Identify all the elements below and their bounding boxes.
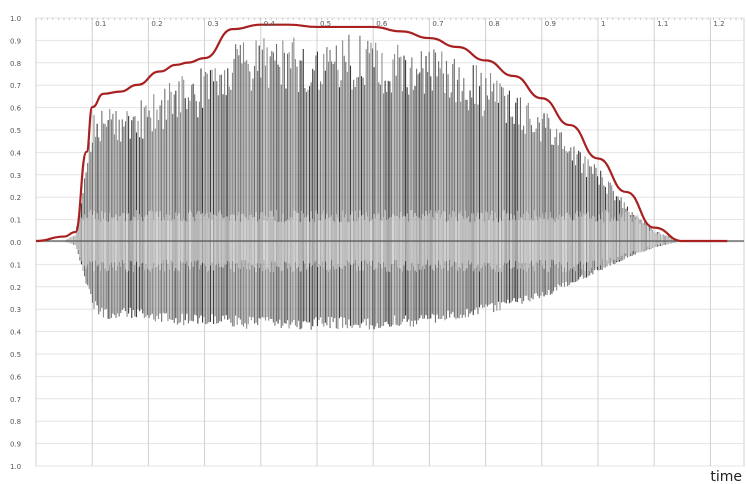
x-tick-label: 0.3: [208, 20, 219, 28]
y-tick-label: 1.0: [10, 463, 21, 471]
y-tick-label: 0.4: [10, 329, 22, 337]
x-tick-label: 0.5: [320, 20, 331, 28]
envelope-line-layer: [35, 23, 728, 243]
y-tick-label: 0.1: [10, 217, 21, 225]
y-tick-label: 0.7: [10, 396, 21, 404]
x-tick-label: 0.6: [376, 20, 388, 28]
x-tick-label: 0.1: [95, 20, 106, 28]
y-tick-label: 0.2: [10, 284, 21, 292]
y-tick-label: 0.8: [10, 60, 21, 68]
x-tick-label: 1: [601, 20, 605, 28]
x-axis-label: time: [710, 469, 742, 484]
x-tick-label: 1.1: [657, 20, 668, 28]
x-tick-label: 1.2: [713, 20, 724, 28]
y-tick-label: 0.4: [10, 149, 22, 157]
y-tick-label: 1.0: [10, 15, 21, 23]
y-tick-label: 0.5: [10, 127, 21, 135]
waveform-bars: [65, 34, 682, 330]
y-tick-label: 0.9: [10, 37, 21, 45]
y-tick-label: 0.9: [10, 441, 21, 449]
y-tick-label: 0.8: [10, 418, 21, 426]
y-tick-label: 0.5: [10, 351, 21, 359]
y-tick-label: 0.7: [10, 82, 21, 90]
x-tick-label: 0.9: [545, 20, 556, 28]
x-tick-label: 0.2: [151, 20, 162, 28]
y-tick-label: 0.6: [10, 373, 22, 381]
y-tick-label: 0.3: [10, 172, 21, 180]
envelope-line: [35, 23, 728, 243]
y-tick-label: 0.0: [10, 239, 21, 247]
tick-labels: 1.0 0.9 0.8 0.7 0.6 0.5 0.4 0.3 0.2 0.1 0.0 0.1 0.2 0…: [10, 15, 725, 471]
x-tick-label: 0.8: [489, 20, 500, 28]
y-tick-label: 0.2: [10, 194, 21, 202]
x-tick-label: 0.7: [432, 20, 443, 28]
x-tick-label: 0.4: [264, 20, 276, 28]
y-tick-label: 0.6: [10, 105, 22, 113]
y-tick-label: 0.3: [10, 306, 21, 314]
y-tick-label: 0.1: [10, 261, 21, 269]
